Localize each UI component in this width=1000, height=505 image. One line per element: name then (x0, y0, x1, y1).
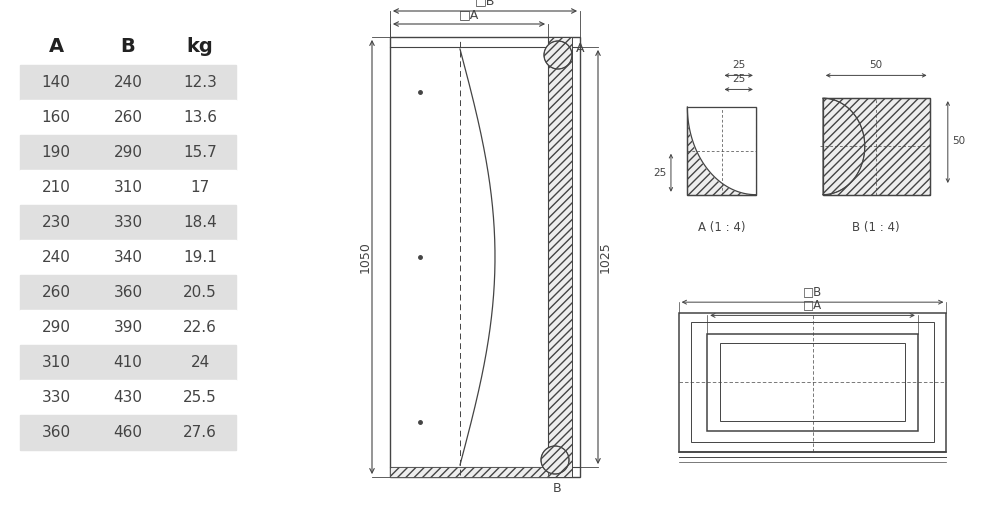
Text: 15.7: 15.7 (183, 145, 217, 160)
Text: 330: 330 (41, 390, 71, 405)
Text: 360: 360 (41, 425, 71, 440)
Bar (707, 334, 918, 431)
Text: 50: 50 (870, 60, 883, 70)
Bar (720, 343, 905, 421)
Bar (20, 65, 236, 100)
Text: 290: 290 (114, 145, 143, 160)
Text: 240: 240 (114, 75, 142, 90)
Text: 17: 17 (190, 180, 210, 195)
Bar (20, 100, 236, 135)
Bar (687, 107, 756, 195)
Text: 330: 330 (113, 215, 143, 230)
Polygon shape (687, 107, 756, 195)
Bar (390, 37, 580, 477)
Text: □B: □B (475, 0, 495, 7)
Text: 22.6: 22.6 (183, 320, 217, 335)
Text: 430: 430 (114, 390, 143, 405)
Bar (687, 107, 756, 195)
Bar (20, 205, 236, 240)
Bar (20, 380, 236, 415)
Text: 27.6: 27.6 (183, 425, 217, 440)
Bar (20, 345, 236, 380)
Text: 290: 290 (42, 320, 70, 335)
Text: 390: 390 (113, 320, 143, 335)
Text: B (1 : 4): B (1 : 4) (852, 221, 900, 234)
Text: 25: 25 (732, 74, 745, 84)
Bar (823, 98, 930, 195)
Text: B: B (121, 37, 135, 57)
Text: 24: 24 (190, 355, 210, 370)
Text: 160: 160 (42, 110, 70, 125)
Text: □A: □A (803, 298, 822, 312)
Text: □A: □A (459, 8, 479, 21)
Text: 190: 190 (42, 145, 70, 160)
Bar (20, 135, 236, 170)
Text: 230: 230 (42, 215, 70, 230)
Bar (20, 275, 236, 310)
Polygon shape (823, 98, 865, 195)
Text: 310: 310 (42, 355, 70, 370)
Text: □B: □B (803, 285, 822, 298)
Text: 460: 460 (114, 425, 143, 440)
Text: 360: 360 (113, 285, 143, 300)
Text: 1050: 1050 (358, 241, 372, 273)
Bar (679, 313, 946, 451)
Text: 260: 260 (42, 285, 70, 300)
Text: 13.6: 13.6 (183, 110, 217, 125)
Bar (390, 467, 548, 477)
Text: 240: 240 (42, 250, 70, 265)
Bar (691, 322, 934, 442)
Text: 25: 25 (732, 60, 745, 70)
Text: kg: kg (187, 37, 213, 57)
Text: 260: 260 (114, 110, 143, 125)
Text: 12.3: 12.3 (183, 75, 217, 90)
Text: 50: 50 (952, 136, 966, 146)
Bar (548, 37, 572, 477)
Text: 140: 140 (42, 75, 70, 90)
Text: 19.1: 19.1 (183, 250, 217, 265)
Text: A (1 : 4): A (1 : 4) (698, 221, 745, 234)
Text: 18.4: 18.4 (183, 215, 217, 230)
Polygon shape (544, 41, 572, 69)
Text: 210: 210 (42, 180, 70, 195)
Text: 20.5: 20.5 (183, 285, 217, 300)
Text: 340: 340 (114, 250, 143, 265)
Text: 310: 310 (114, 180, 143, 195)
Bar (20, 240, 236, 275)
Text: 1025: 1025 (598, 241, 612, 273)
Bar (20, 415, 236, 450)
Bar (20, 170, 236, 205)
Bar (20, 310, 236, 345)
Text: A: A (48, 37, 64, 57)
Bar (823, 98, 930, 195)
Text: 25: 25 (654, 168, 667, 178)
Text: A: A (576, 42, 584, 56)
Text: 410: 410 (114, 355, 142, 370)
Polygon shape (541, 446, 569, 474)
Text: B: B (553, 482, 561, 495)
Text: 25.5: 25.5 (183, 390, 217, 405)
